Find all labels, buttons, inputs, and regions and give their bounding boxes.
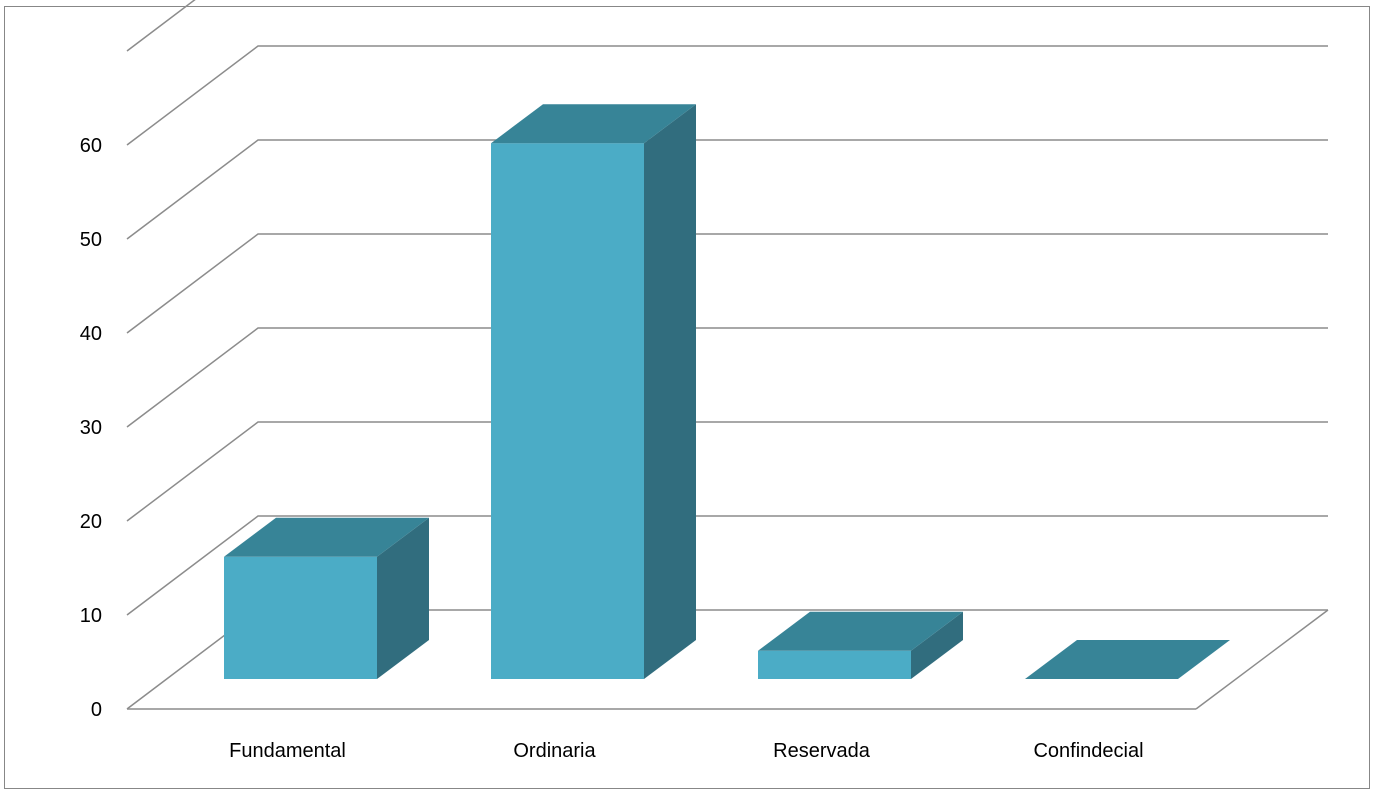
x-tick-label: Fundamental (229, 740, 346, 762)
bar (224, 517, 429, 679)
gridline (126, 421, 1328, 522)
gridline (126, 327, 1328, 428)
y-tick-label: 10 (80, 605, 102, 627)
bar-front (758, 650, 911, 679)
x-tick-label: Reservada (773, 740, 871, 762)
bar-side (911, 611, 963, 679)
bar (491, 104, 696, 679)
y-tick-label: 0 (91, 699, 102, 721)
bar-front (491, 143, 644, 679)
y-tick-label: 40 (80, 323, 102, 345)
floor-right-edge (1195, 609, 1329, 710)
y-tick-label: 50 (80, 229, 102, 251)
gridlines (126, 0, 1329, 710)
bar (758, 611, 963, 679)
bar-top (758, 611, 963, 651)
bars (224, 104, 1230, 679)
bar-top (491, 104, 696, 144)
gridline (126, 515, 1328, 616)
gridline (126, 45, 1328, 146)
x-tick-label: Ordinaria (513, 740, 596, 762)
bar (1025, 640, 1230, 679)
y-tick-label: 20 (80, 511, 102, 533)
y-tick-label: 60 (80, 135, 102, 157)
y-tick-label: 30 (80, 417, 102, 439)
axis-labels: 0 10 20 30 40 50 60 Fundamental Ordinaria Reserva… (80, 135, 1144, 762)
bar-side (377, 517, 429, 679)
gridline (126, 0, 196, 52)
bar-top (1025, 640, 1230, 679)
gridline (126, 139, 1328, 240)
bar-side (644, 104, 696, 679)
bar-top (224, 517, 429, 557)
x-tick-label: Confindecial (1033, 740, 1143, 762)
bar-front (224, 556, 377, 679)
gridline (126, 233, 1328, 334)
